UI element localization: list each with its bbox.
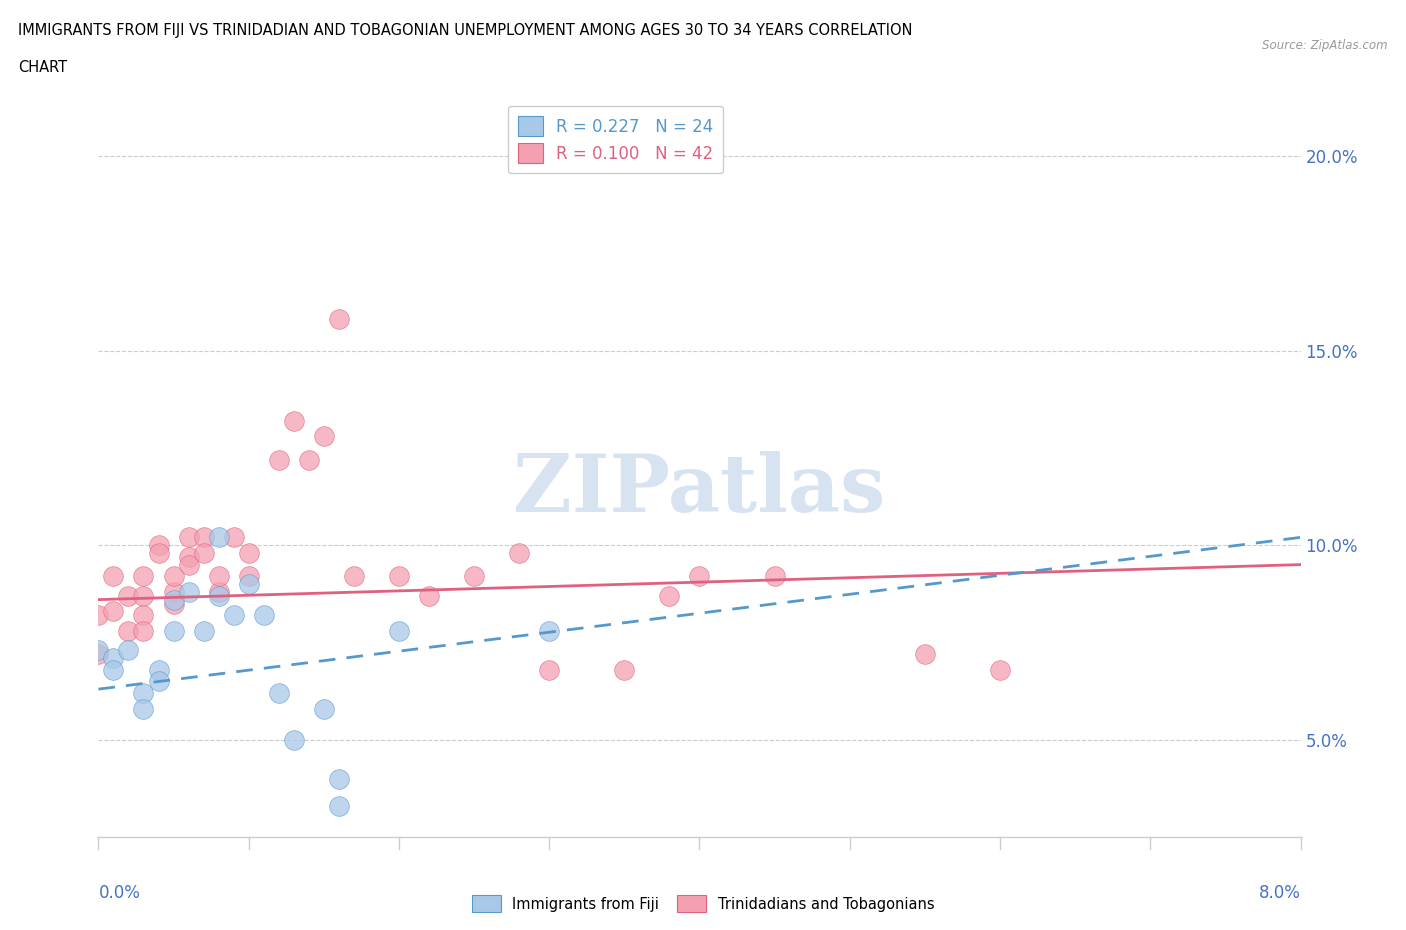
Point — [283, 413, 305, 428]
Point — [162, 623, 184, 638]
Point — [162, 592, 184, 607]
Point — [238, 546, 260, 561]
Point — [328, 312, 350, 327]
Point — [222, 530, 245, 545]
Point — [132, 608, 155, 623]
Point — [388, 623, 411, 638]
Legend: Immigrants from Fiji, Trinidadians and Tobagonians: Immigrants from Fiji, Trinidadians and T… — [465, 890, 941, 918]
Point — [208, 584, 231, 599]
Text: CHART: CHART — [18, 60, 67, 75]
Point — [763, 569, 786, 584]
Point — [177, 530, 200, 545]
Point — [298, 452, 321, 467]
Point — [148, 546, 170, 561]
Point — [613, 662, 636, 677]
Point — [463, 569, 485, 584]
Point — [914, 646, 936, 661]
Point — [87, 608, 110, 623]
Point — [148, 674, 170, 689]
Point — [193, 623, 215, 638]
Point — [538, 623, 561, 638]
Point — [117, 589, 139, 604]
Point — [538, 662, 561, 677]
Legend: R = 0.227   N = 24, R = 0.100   N = 42: R = 0.227 N = 24, R = 0.100 N = 42 — [508, 106, 723, 173]
Point — [162, 569, 184, 584]
Point — [312, 701, 335, 716]
Point — [267, 685, 290, 700]
Point — [508, 546, 530, 561]
Point — [208, 589, 231, 604]
Point — [103, 662, 125, 677]
Point — [148, 662, 170, 677]
Text: ZIPatlas: ZIPatlas — [513, 450, 886, 528]
Text: 0.0%: 0.0% — [98, 884, 141, 902]
Point — [283, 732, 305, 747]
Point — [343, 569, 366, 584]
Point — [117, 623, 139, 638]
Text: Source: ZipAtlas.com: Source: ZipAtlas.com — [1263, 39, 1388, 52]
Point — [132, 569, 155, 584]
Point — [238, 569, 260, 584]
Point — [162, 596, 184, 611]
Point — [177, 550, 200, 565]
Point — [312, 429, 335, 444]
Point — [222, 608, 245, 623]
Point — [103, 569, 125, 584]
Point — [193, 530, 215, 545]
Point — [162, 584, 184, 599]
Point — [689, 569, 711, 584]
Point — [388, 569, 411, 584]
Point — [267, 452, 290, 467]
Point — [87, 643, 110, 658]
Point — [132, 701, 155, 716]
Point — [253, 608, 276, 623]
Point — [328, 771, 350, 786]
Point — [208, 569, 231, 584]
Text: IMMIGRANTS FROM FIJI VS TRINIDADIAN AND TOBAGONIAN UNEMPLOYMENT AMONG AGES 30 TO: IMMIGRANTS FROM FIJI VS TRINIDADIAN AND … — [18, 23, 912, 38]
Point — [658, 589, 681, 604]
Point — [238, 577, 260, 591]
Point — [132, 623, 155, 638]
Point — [208, 530, 231, 545]
Point — [117, 643, 139, 658]
Point — [418, 589, 440, 604]
Point — [148, 538, 170, 552]
Point — [103, 604, 125, 618]
Point — [193, 546, 215, 561]
Point — [87, 646, 110, 661]
Text: 8.0%: 8.0% — [1258, 884, 1301, 902]
Point — [177, 584, 200, 599]
Point — [103, 651, 125, 666]
Point — [328, 799, 350, 814]
Point — [988, 662, 1011, 677]
Point — [177, 557, 200, 572]
Point — [132, 589, 155, 604]
Point — [132, 685, 155, 700]
